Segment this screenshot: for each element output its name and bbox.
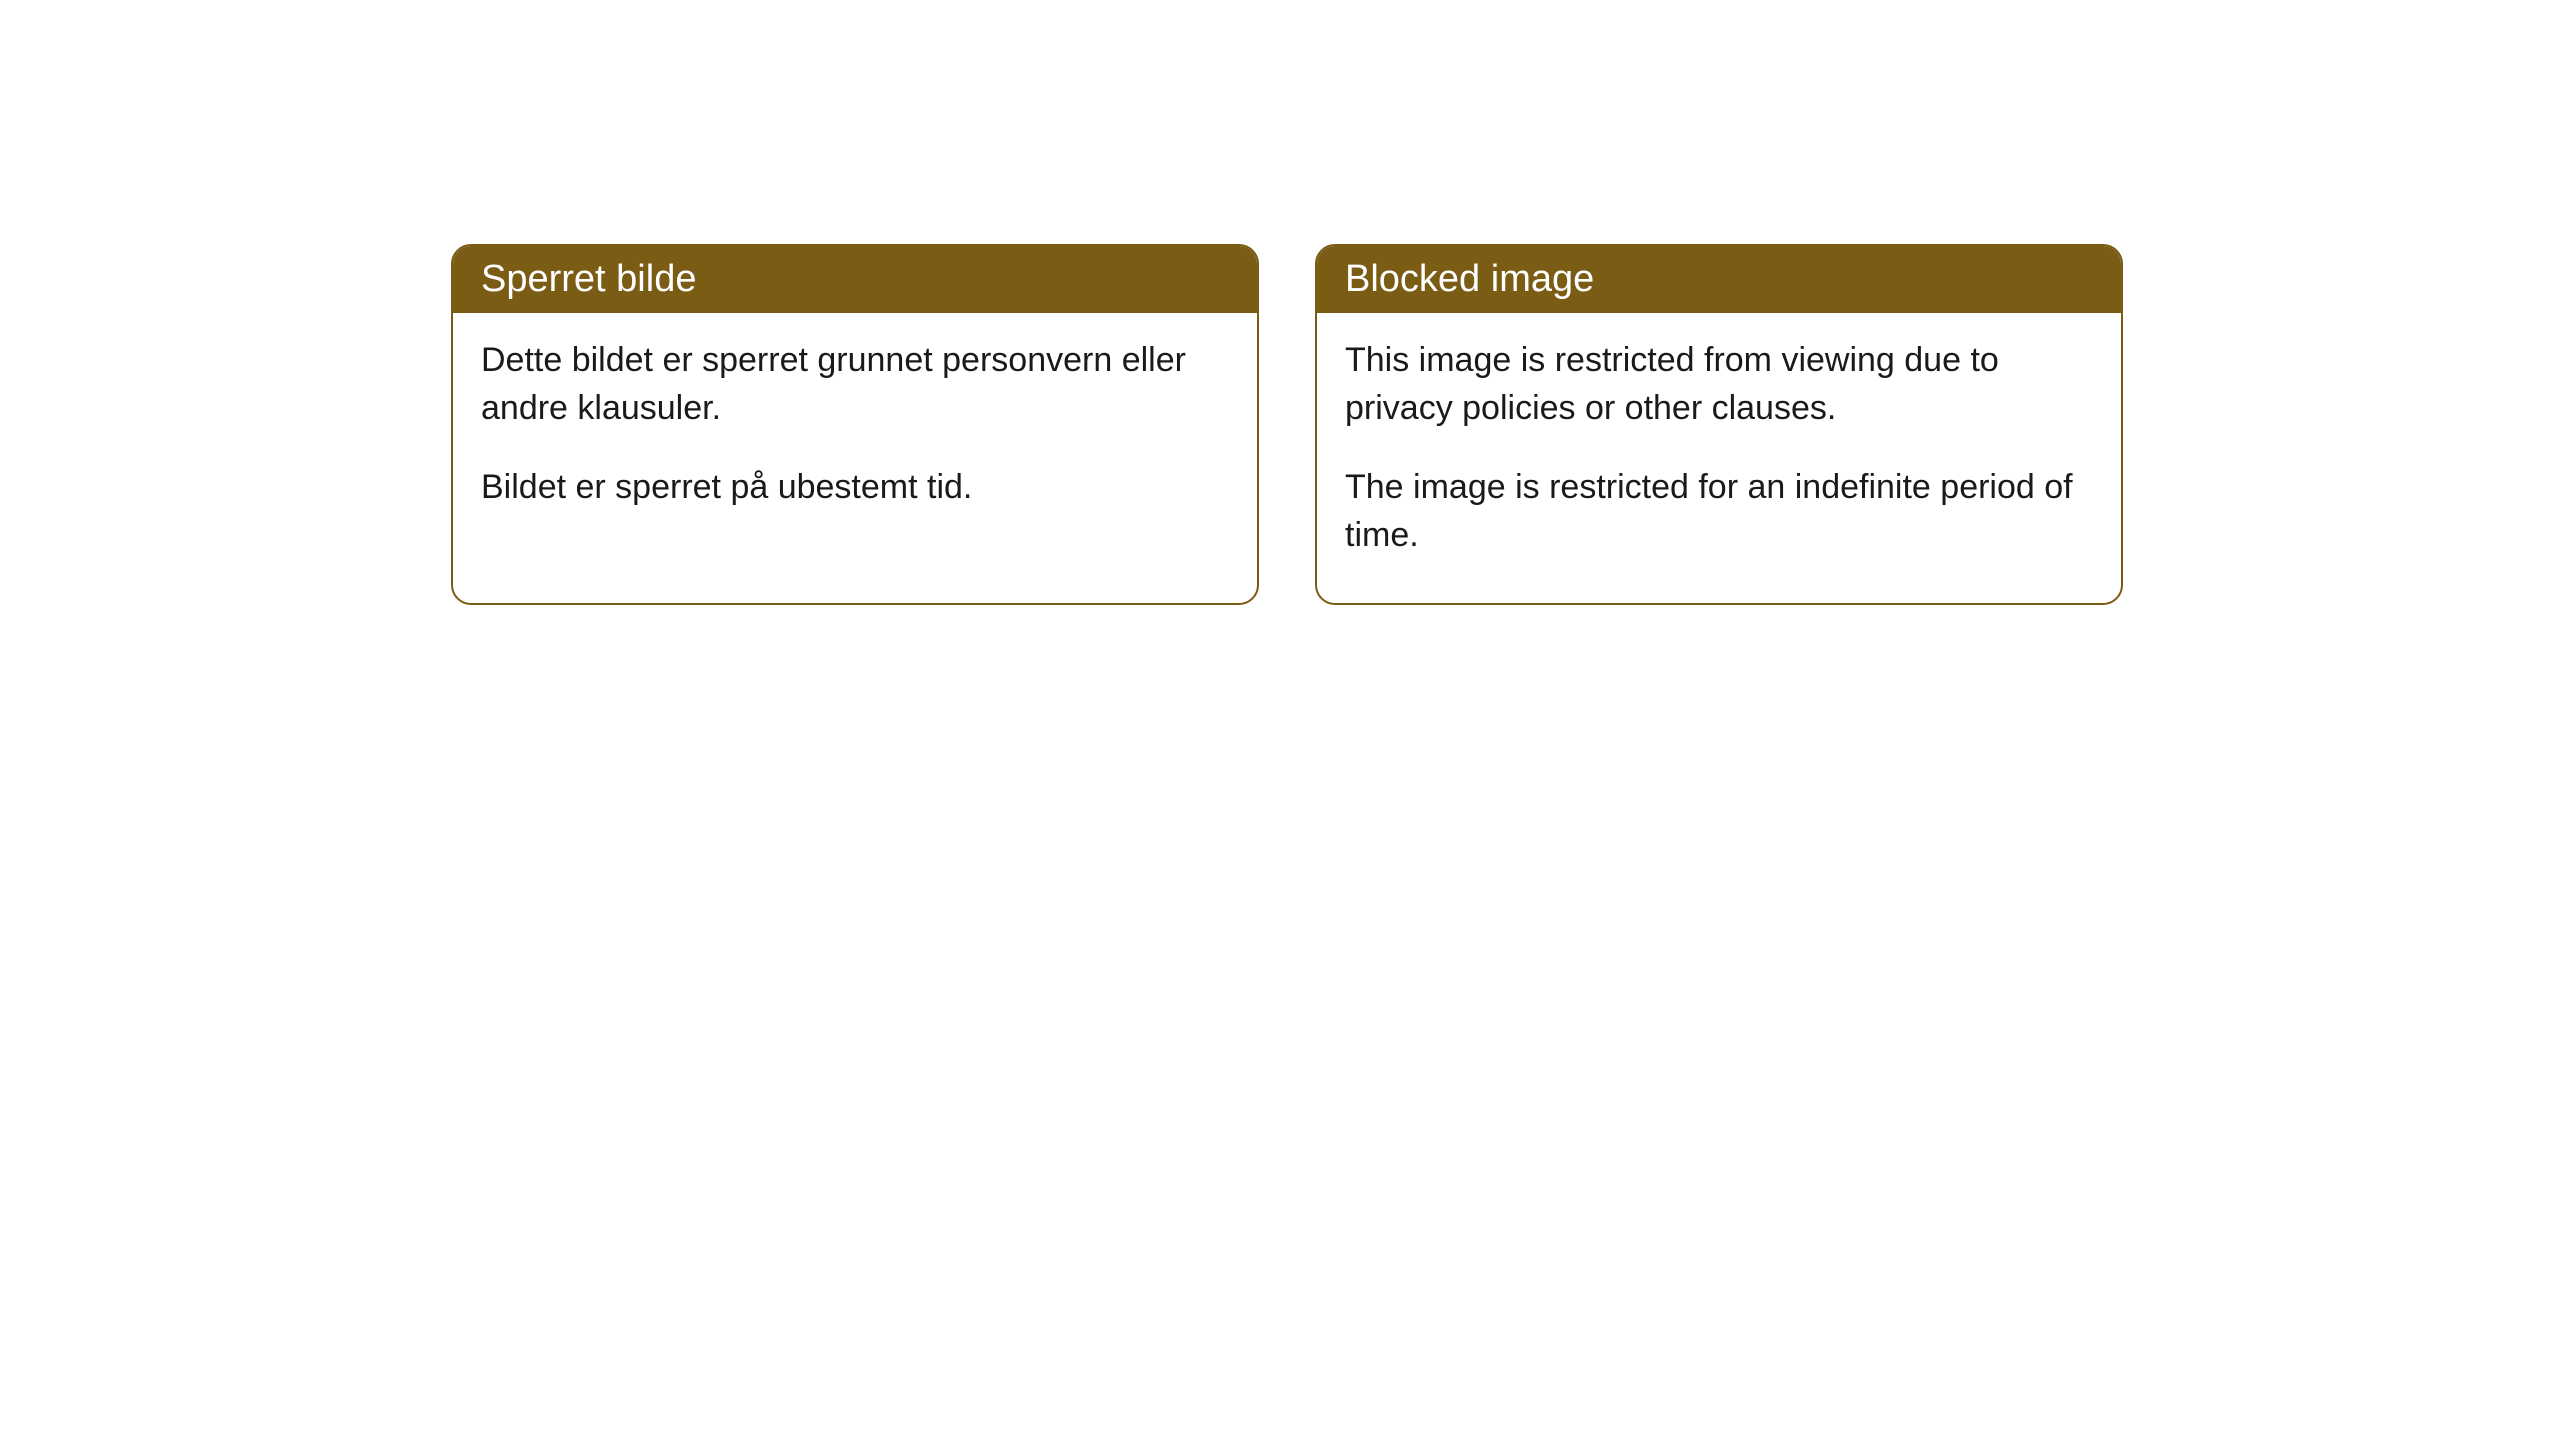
notice-header-english: Blocked image	[1317, 246, 2121, 313]
notice-paragraph: Dette bildet er sperret grunnet personve…	[481, 337, 1229, 432]
notice-cards-container: Sperret bilde Dette bildet er sperret gr…	[451, 244, 2123, 605]
notice-card-norwegian: Sperret bilde Dette bildet er sperret gr…	[451, 244, 1259, 605]
notice-body-english: This image is restricted from viewing du…	[1317, 313, 2121, 603]
notice-paragraph: The image is restricted for an indefinit…	[1345, 464, 2093, 559]
notice-header-norwegian: Sperret bilde	[453, 246, 1257, 313]
notice-paragraph: Bildet er sperret på ubestemt tid.	[481, 464, 1229, 512]
notice-body-norwegian: Dette bildet er sperret grunnet personve…	[453, 313, 1257, 556]
notice-card-english: Blocked image This image is restricted f…	[1315, 244, 2123, 605]
notice-paragraph: This image is restricted from viewing du…	[1345, 337, 2093, 432]
